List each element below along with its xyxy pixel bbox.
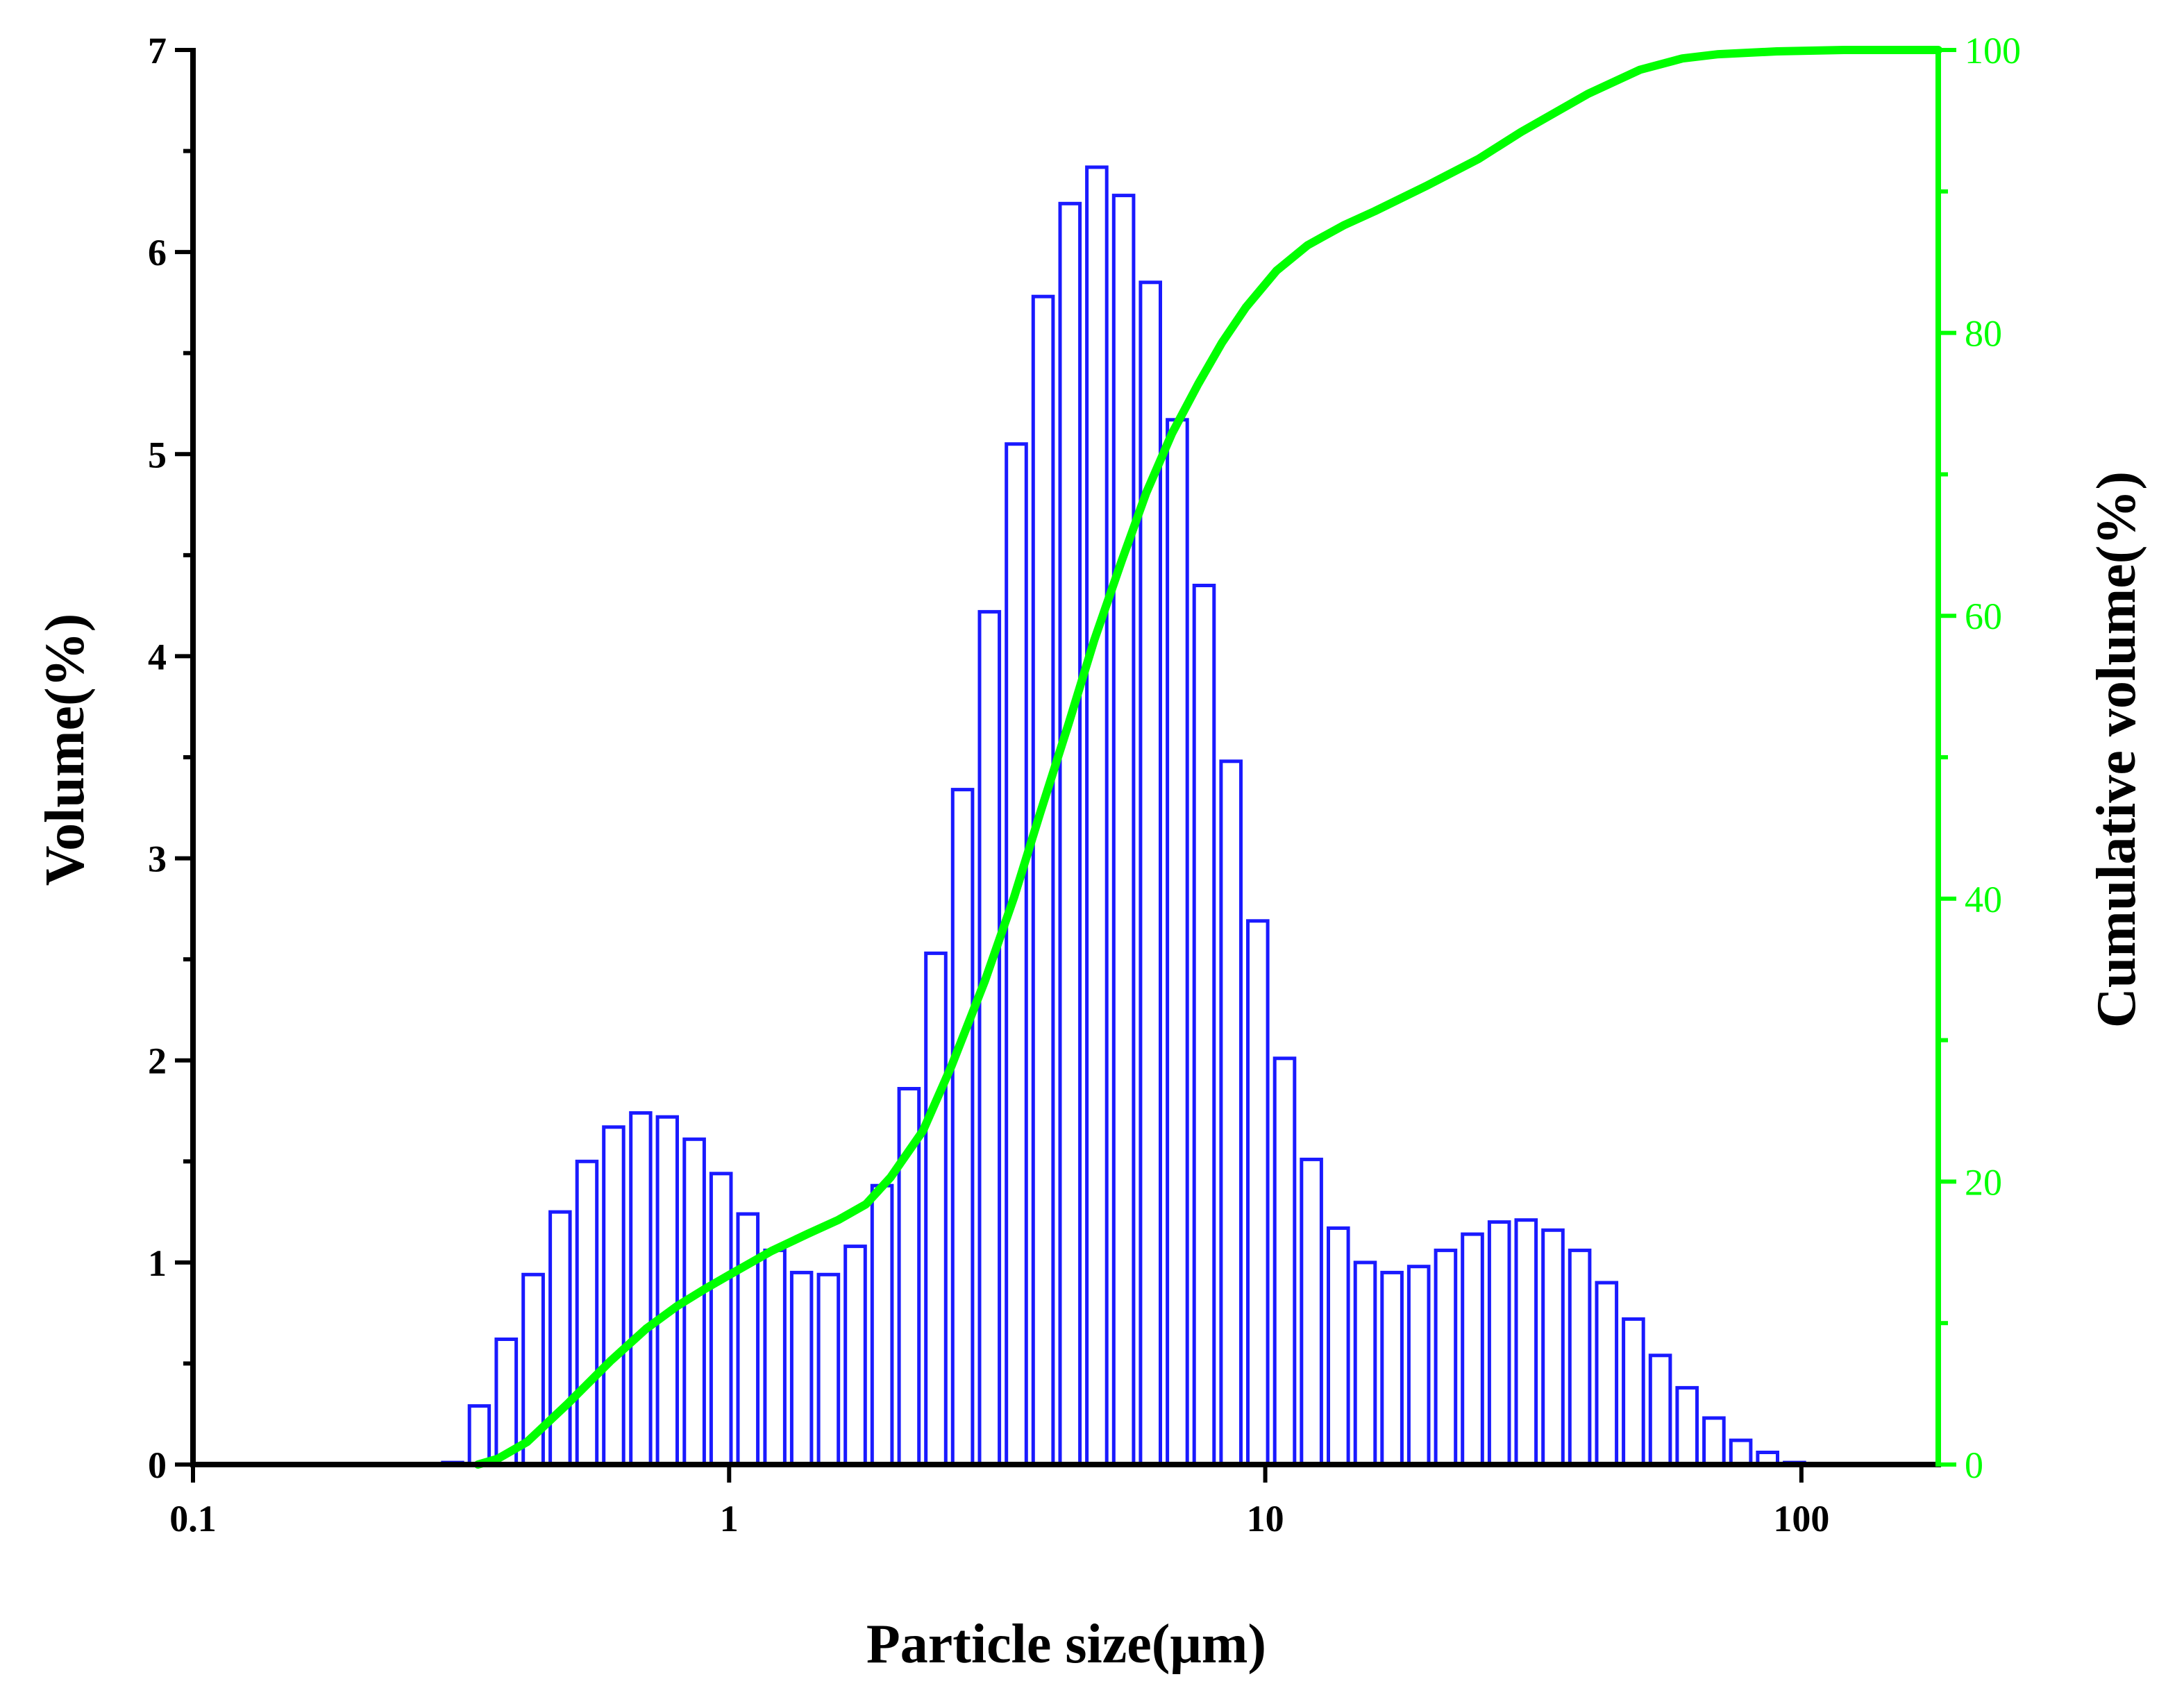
volume-bar: [1380, 1270, 1404, 1467]
volume-bar: [1406, 1265, 1431, 1467]
volume-bar: [789, 1270, 814, 1467]
volume-bar: [1272, 1056, 1297, 1467]
y-right-tick-label: 60: [1965, 596, 2002, 637]
volume-bar: [1595, 1281, 1619, 1467]
volume-bar: [1300, 1157, 1323, 1467]
volume-bar: [1031, 294, 1055, 1467]
volume-bar: [1058, 201, 1082, 1467]
volume-bar: [1353, 1260, 1377, 1467]
volume-bar: [1702, 1416, 1726, 1467]
cumulative-volume-line: [473, 46, 1942, 1469]
volume-bar: [1568, 1248, 1592, 1467]
x-tick-label: 0.1: [169, 1498, 217, 1539]
y-left-tick-label: 2: [148, 1040, 167, 1082]
volume-bar: [977, 609, 1002, 1467]
volume-bar: [924, 951, 948, 1467]
volume-bar: [1648, 1353, 1672, 1467]
y-right-axis-title: Cumulative volume(%): [2086, 471, 2147, 1028]
volume-bar: [1085, 165, 1109, 1467]
volume-bar: [1729, 1438, 1753, 1467]
volume-bar: [1487, 1220, 1511, 1467]
volume-bar: [1461, 1232, 1484, 1467]
volume-bar: [1166, 418, 1189, 1467]
y-left-tick-label: 5: [148, 434, 167, 475]
y-left-tick-label: 1: [148, 1242, 167, 1284]
axes: [175, 48, 1956, 1483]
cumulative-line-layer: [473, 46, 1942, 1469]
tick-labels: 0 1 2 3 4 5 6 7 0 20 40 60 80 100 0.1 1 10 100: [148, 30, 2021, 1539]
volume-bar: [1219, 759, 1243, 1467]
volume-bar: [1514, 1218, 1538, 1467]
volume-bar: [655, 1115, 679, 1467]
y-left-tick-label: 7: [148, 30, 167, 71]
volume-bar: [1434, 1248, 1458, 1467]
volume-bar: [843, 1245, 867, 1467]
volume-bar: [1541, 1228, 1565, 1467]
volume-bar: [1675, 1385, 1699, 1467]
y-right-tick-label: 20: [1965, 1161, 2002, 1203]
y-right-tick-label: 80: [1965, 313, 2002, 355]
y-left-tick-label: 3: [148, 838, 167, 880]
volume-bar: [870, 1183, 894, 1467]
volume-bar: [736, 1212, 760, 1467]
volume-bar: [950, 788, 975, 1467]
volume-bar: [575, 1159, 599, 1467]
volume-bar: [467, 1404, 492, 1467]
y-left-tick-label: 0: [148, 1444, 167, 1486]
y-right-tick-label: 0: [1965, 1444, 1983, 1486]
y-left-axis-title: Volume(%): [35, 614, 96, 886]
volume-bar: [602, 1125, 625, 1467]
x-tick-label: 100: [1773, 1498, 1829, 1539]
volume-bar: [1192, 584, 1216, 1467]
y-right-tick-label: 100: [1965, 30, 2021, 71]
volume-bar: [1111, 194, 1136, 1467]
volume-bar: [1005, 442, 1028, 1467]
volume-bar: [548, 1210, 572, 1467]
volume-bar: [1622, 1317, 1645, 1467]
x-tick-label: 10: [1247, 1498, 1284, 1539]
y-right-tick-label: 40: [1965, 879, 2002, 920]
volume-bar: [1246, 919, 1270, 1467]
x-tick-label: 1: [720, 1498, 739, 1539]
volume-bar: [709, 1172, 733, 1467]
volume-bar: [816, 1272, 841, 1467]
y-left-tick-label: 6: [148, 232, 167, 273]
volume-bar: [629, 1111, 653, 1467]
x-axis-title: Particle size(μm): [866, 1614, 1266, 1675]
volume-bar: [763, 1248, 787, 1467]
volume-bar: [1327, 1226, 1350, 1467]
y-left-tick-label: 4: [148, 636, 167, 677]
